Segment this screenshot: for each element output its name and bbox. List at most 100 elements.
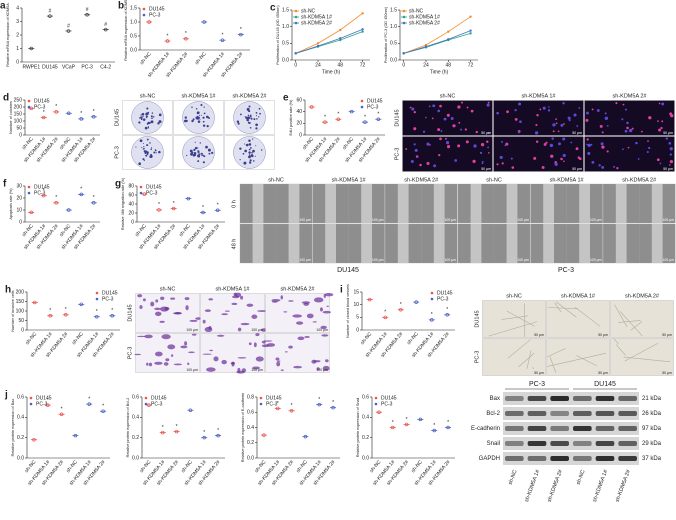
y-tick-label: 0.4	[132, 415, 139, 421]
image-tile	[482, 300, 546, 338]
blot-band	[550, 456, 569, 461]
colony-dot	[144, 126, 148, 130]
colony-dot	[145, 154, 148, 157]
cell-dot	[626, 121, 629, 125]
legend-swatch	[402, 9, 406, 13]
y-tick-label: 1.0	[390, 24, 397, 30]
cell-dot	[452, 124, 456, 128]
size-label: 26 kDa	[642, 411, 662, 417]
column-label: sh-KDM5A 1#	[216, 286, 251, 292]
blot-band	[505, 441, 524, 446]
colony-dot	[151, 112, 154, 114]
legend-label: DU145	[34, 184, 50, 190]
legend-label: PC-3	[36, 401, 48, 407]
image-tile	[584, 136, 675, 172]
colony-dot	[244, 149, 247, 153]
cell-blob	[208, 298, 214, 301]
cell-dot	[519, 120, 522, 123]
data-point	[147, 20, 151, 24]
significance: *	[446, 307, 448, 313]
colony-dot	[152, 116, 155, 118]
colony-dot	[143, 150, 146, 153]
cell-blob	[251, 314, 258, 319]
scale-bar-label: 50 μm	[572, 131, 582, 135]
colony-dot	[158, 120, 162, 124]
blot-strip	[503, 392, 639, 405]
cell-dot	[567, 116, 571, 120]
cell-blob	[154, 307, 161, 311]
x-tick-label: 72	[360, 62, 366, 68]
data-point	[469, 29, 472, 32]
colony-dot	[255, 111, 258, 114]
blot-band	[527, 396, 547, 401]
x-tick-label: 24	[423, 62, 429, 68]
cell-dot	[487, 146, 490, 149]
y-tick-label: 0.2	[132, 435, 139, 441]
cell-dot	[465, 140, 469, 144]
colony-dot	[143, 147, 145, 150]
cell-dot	[481, 160, 484, 163]
blot-band	[550, 396, 569, 401]
cell-blob	[231, 302, 238, 306]
data-point	[41, 193, 46, 198]
scratch-gap	[615, 224, 627, 263]
cell-dot	[413, 127, 417, 131]
cell-dot	[606, 150, 609, 153]
y-tick-label: 0.2	[247, 440, 254, 446]
cell-dot	[413, 110, 416, 114]
protein-label: Snail	[487, 441, 500, 447]
image-tile	[135, 293, 200, 333]
vessel-line	[613, 338, 619, 345]
data-point	[383, 315, 388, 320]
y-tick-label: 20	[296, 121, 302, 127]
scale-bar-label: 50 μm	[534, 371, 544, 375]
blot-band	[527, 441, 547, 446]
colony-dot	[147, 121, 150, 125]
colony-dot	[202, 124, 206, 127]
cell-dot	[450, 116, 454, 120]
cell-dot	[591, 160, 595, 164]
data-point	[48, 14, 52, 18]
legend-label: DU145	[437, 290, 453, 296]
lane-label: sh-KDM5A 2#	[547, 468, 565, 503]
y-axis-label: EdU positive rate (%)	[289, 99, 293, 136]
cell-dot	[586, 111, 589, 115]
y-tick-label: 0	[21, 327, 24, 333]
colony-dot	[158, 122, 160, 125]
group-label: DU145	[337, 267, 359, 274]
colony-dot	[206, 115, 209, 119]
colony-dot	[151, 117, 153, 120]
y-tick-label: 0.2	[17, 435, 24, 441]
cell-blob	[165, 358, 170, 362]
panel-letter: e	[283, 93, 289, 104]
scratch-gap	[579, 184, 590, 223]
cell-dot	[669, 164, 671, 166]
column-label: sh-KDM5A 1#	[550, 177, 585, 183]
y-tick-label: 250	[14, 97, 23, 103]
y-tick-label: 30	[16, 183, 22, 189]
cell-blob	[301, 301, 311, 304]
legend-label: DU145	[146, 184, 162, 190]
colony-dot	[193, 148, 196, 152]
cell-dot	[573, 113, 577, 117]
vessel-line	[526, 350, 532, 370]
colony-dot	[138, 162, 142, 166]
column-label: sh-KDM5A 2#	[404, 177, 439, 183]
legend-label: DU145	[367, 98, 383, 104]
colony-dot	[155, 152, 157, 154]
y-axis-label: Relative protein expression of Bcl-2	[126, 398, 130, 458]
cell-dot	[411, 107, 415, 111]
cell-dot	[460, 128, 463, 131]
colony-dot	[141, 146, 143, 149]
significance: *	[93, 109, 95, 115]
x-tick-label: 72	[468, 62, 474, 68]
data-point	[103, 27, 108, 32]
legend-swatch	[374, 402, 378, 406]
significance: *	[392, 420, 394, 426]
cell-dot	[576, 125, 579, 127]
significance: *	[162, 425, 164, 431]
colony-dot	[245, 143, 249, 147]
colony-dot	[249, 114, 252, 117]
colony-dot	[246, 107, 250, 111]
significance: *	[93, 195, 95, 201]
